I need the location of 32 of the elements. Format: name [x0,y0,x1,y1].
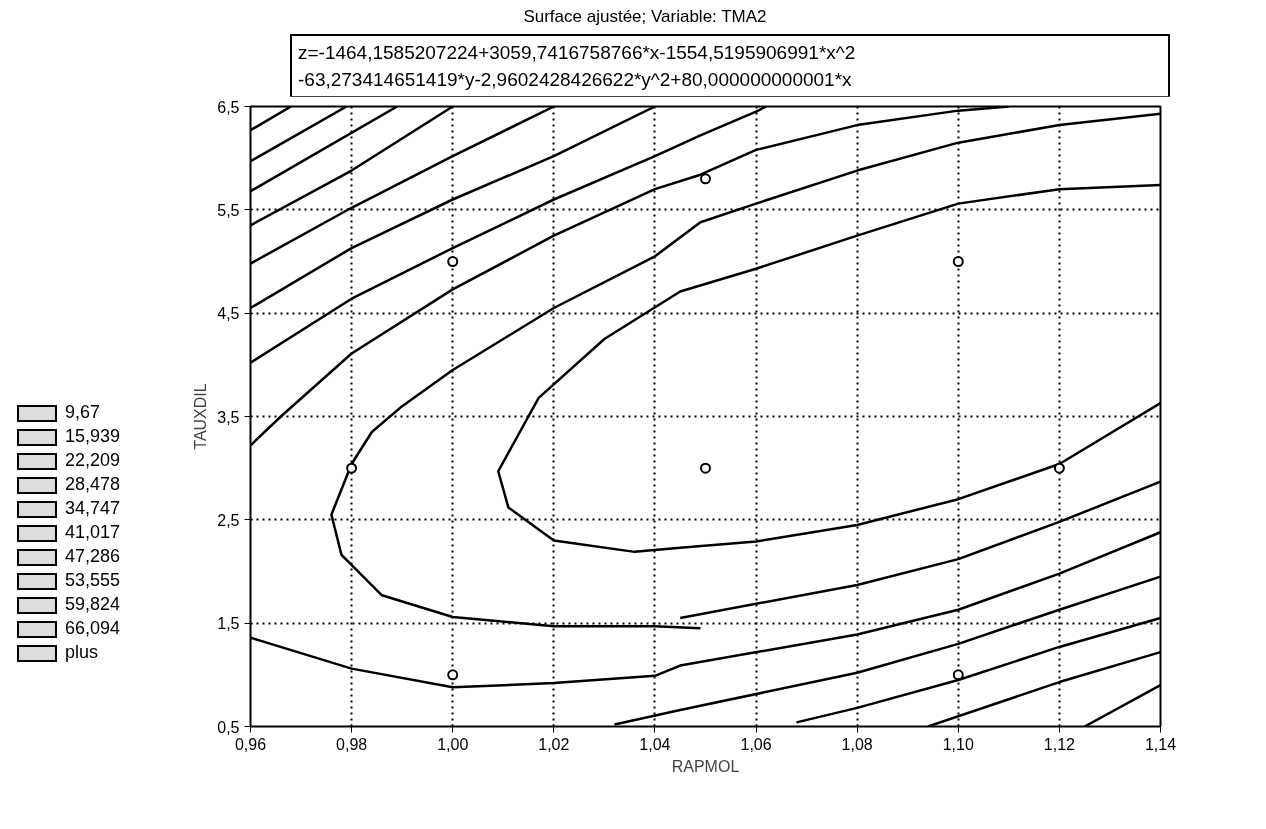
x-tick-label: 0,98 [336,735,368,753]
x-tick-label: 1,00 [437,735,469,753]
chart-title: Surface ajustée; Variable: TMA2 [522,6,768,28]
text: 15,939 [65,425,121,449]
text: 47,286 [65,545,121,569]
x-tick-label: 1,06 [740,735,772,753]
text: 41,017 [65,521,121,545]
text: 9,67 [65,401,101,425]
y-tick-label: 0,5 [217,718,240,736]
text: plus [65,641,99,665]
x-tick-label: 1,04 [639,735,671,753]
x-tick-label: 1,12 [1043,735,1076,753]
chart-subtitle: z=-1464,1585207224+3059,7416758766*x-1554,5195906991*x^2 -63,273414651419*y-2,9602428426622*y^2+80,000000000001*x [290,34,1170,99]
x-tick-label: 1,14 [1144,735,1177,753]
text: 34,747 [65,497,121,521]
x-tick-label: 1,10 [942,735,974,753]
x-axis-title: RAPMOL [671,757,740,775]
text: 59,824 [65,593,121,617]
x-tick-label: 0,96 [234,735,267,753]
y-tick-label: 6,5 [217,98,240,116]
x-tick-label: 1,02 [538,735,570,753]
y-tick-label: 4,5 [217,305,240,323]
text: 66,094 [65,617,121,641]
text: 28,478 [65,473,121,497]
y-tick-label: 1,5 [217,615,240,633]
y-tick-label: 2,5 [217,511,240,529]
text: 53,555 [65,569,121,593]
y-tick-label: 5,5 [217,201,240,219]
x-tick-label: 1,08 [841,735,873,753]
y-tick-label: 3,5 [217,408,240,426]
y-axis-title: TAUXDIL [192,383,210,450]
text: 22,209 [65,449,121,473]
